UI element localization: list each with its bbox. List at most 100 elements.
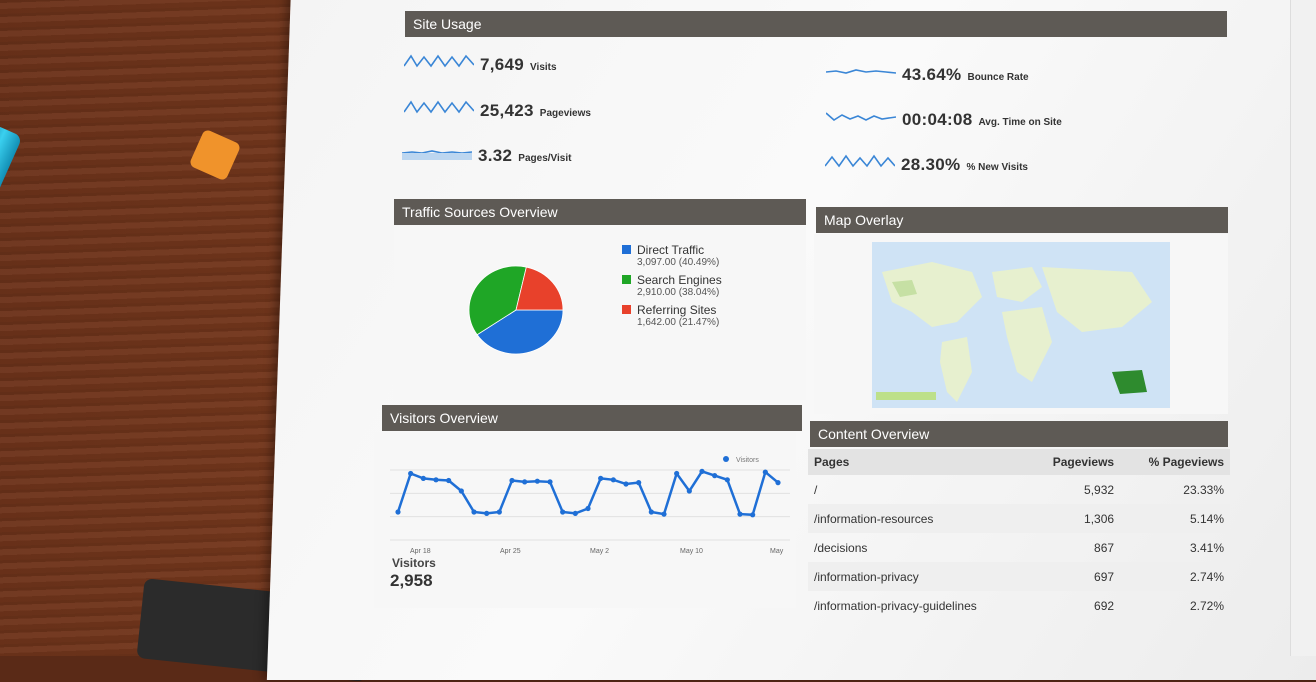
page-path[interactable]: /decisions bbox=[814, 540, 868, 555]
data-point bbox=[522, 479, 528, 485]
traffic-sources-title: Traffic Sources Overview bbox=[402, 204, 558, 220]
data-point bbox=[636, 480, 642, 486]
page-path[interactable]: / bbox=[814, 482, 818, 497]
data-point bbox=[661, 511, 667, 517]
data-point bbox=[712, 473, 718, 479]
data-point bbox=[446, 477, 452, 484]
legend-referring-sites: Referring Sites 1,642.00 (21.47%) bbox=[622, 303, 719, 328]
data-point bbox=[610, 477, 616, 483]
pct-pageviews: 2.72% bbox=[1189, 598, 1224, 613]
page-path[interactable]: /information-resources bbox=[808, 504, 1028, 533]
metric-bounce-rate: 43.64% Bounce Rate bbox=[826, 62, 1029, 85]
second-sheet bbox=[1290, 0, 1316, 656]
map-overlay-header: Map Overlay bbox=[816, 207, 1228, 233]
pct-pageviews: 3.41% bbox=[1189, 540, 1224, 555]
visitors-legend-text: Visitors bbox=[736, 457, 759, 464]
avg-time-sparkline bbox=[826, 112, 896, 121]
data-point bbox=[686, 488, 692, 494]
metric-label: Pages/Visit bbox=[518, 153, 572, 164]
bounce-rate-sparkline bbox=[826, 69, 896, 74]
legend-detail: 1,642.00 (21.47%) bbox=[637, 317, 720, 328]
data-point bbox=[471, 509, 477, 515]
data-point bbox=[408, 470, 414, 477]
data-point bbox=[585, 505, 591, 512]
legend-name: Referring Sites bbox=[637, 303, 717, 317]
data-point bbox=[762, 469, 768, 475]
pct-pageviews: 23.33% bbox=[1183, 482, 1224, 497]
metric-value: 3.32 bbox=[478, 146, 513, 165]
traffic-sources-header: Traffic Sources Overview bbox=[394, 199, 806, 225]
data-point bbox=[458, 488, 464, 494]
table-header-row: Pages Pageviews % Pageviews bbox=[808, 449, 1230, 475]
data-point bbox=[750, 512, 756, 518]
table-row: / 5,932 23.33% bbox=[808, 475, 1230, 504]
legend-direct-traffic: Direct Traffic 3,097.00 (40.49%) bbox=[622, 243, 719, 268]
data-point bbox=[395, 509, 401, 515]
legend-name: Search Engines bbox=[637, 273, 722, 287]
visitors-overview-header: Visitors Overview bbox=[382, 405, 802, 431]
pageviews: 697 bbox=[1027, 562, 1121, 591]
data-point bbox=[433, 477, 439, 483]
map-overlay-title: Map Overlay bbox=[824, 212, 904, 228]
metric-avg-time: 00:04:08 Avg. Time on Site bbox=[826, 107, 1062, 130]
x-tick-label: Apr 25 bbox=[500, 548, 521, 555]
content-table: Pages Pageviews % Pageviews / 5,932 23.33%… bbox=[808, 449, 1230, 620]
legend-dot bbox=[723, 456, 729, 462]
metric-value: 7,649 bbox=[480, 55, 525, 74]
data-point bbox=[737, 511, 743, 517]
legend-detail: 2,910.00 (38.04%) bbox=[637, 287, 720, 298]
pageviews: 867 bbox=[1094, 540, 1115, 555]
page-path[interactable]: /information-privacy-guidelines bbox=[814, 598, 977, 613]
table-row: /information-privacy-guidelines 692 2.72% bbox=[808, 591, 1230, 620]
page-path[interactable]: /information-privacy bbox=[808, 562, 1028, 591]
pct-pageviews: 2.74% bbox=[1120, 562, 1230, 591]
traffic-sources-panel bbox=[394, 226, 806, 400]
data-point bbox=[547, 479, 553, 485]
data-point bbox=[623, 481, 629, 487]
x-tick-label: May bbox=[770, 548, 784, 555]
metric-label: Visits bbox=[530, 62, 557, 73]
col-pageviews: Pageviews bbox=[1027, 449, 1121, 475]
traffic-pie-chart bbox=[468, 265, 564, 355]
data-point bbox=[560, 509, 566, 515]
metric-value: 43.64% bbox=[902, 65, 962, 84]
data-point bbox=[724, 477, 730, 483]
swatch-search bbox=[622, 275, 631, 284]
table-row: /decisions 867 3.41% bbox=[808, 533, 1230, 562]
pageviews: 5,932 bbox=[1084, 482, 1115, 497]
visitors-summary-value: 2,958 bbox=[390, 571, 433, 590]
metric-pageviews: 25,423 Pageviews bbox=[404, 98, 591, 121]
data-point bbox=[420, 475, 426, 481]
data-point bbox=[699, 468, 705, 474]
world-map bbox=[872, 242, 1170, 408]
col-pct-pageviews: % Pageviews bbox=[1120, 449, 1230, 475]
x-tick-label: May 2 bbox=[590, 548, 609, 555]
legend-name: Direct Traffic bbox=[637, 243, 705, 257]
swatch-direct bbox=[622, 245, 631, 254]
data-point bbox=[509, 477, 515, 484]
pie-slice bbox=[468, 265, 527, 336]
metric-visits: 7,649 Visits bbox=[404, 52, 557, 75]
data-point bbox=[572, 510, 578, 516]
visits-sparkline bbox=[404, 54, 474, 68]
data-point bbox=[674, 470, 680, 477]
metric-value: 00:04:08 bbox=[902, 110, 973, 129]
metric-label: Bounce Rate bbox=[967, 72, 1029, 83]
metric-value: 25,423 bbox=[480, 101, 534, 120]
content-overview-header: Content Overview bbox=[810, 421, 1228, 447]
legend-detail: 3,097.00 (40.49%) bbox=[637, 257, 720, 268]
content-overview-title: Content Overview bbox=[818, 426, 930, 442]
pageviews-sparkline bbox=[404, 100, 474, 114]
pages-visit-sparkline bbox=[402, 150, 472, 160]
new-visits-sparkline bbox=[825, 154, 895, 168]
pie-slice bbox=[476, 309, 564, 355]
pageviews: 1,306 bbox=[1027, 504, 1121, 533]
data-point bbox=[496, 509, 502, 515]
legend-search-engines: Search Engines 2,910.00 (38.04%) bbox=[622, 273, 722, 298]
data-point bbox=[534, 478, 540, 484]
data-point bbox=[648, 509, 654, 515]
metric-new-visits: 28.30% % New Visits bbox=[825, 152, 1028, 175]
metric-pages-visit: 3.32 Pages/Visit bbox=[402, 143, 571, 166]
metric-label: % New Visits bbox=[966, 162, 1028, 173]
x-tick-label: May 10 bbox=[680, 548, 703, 555]
